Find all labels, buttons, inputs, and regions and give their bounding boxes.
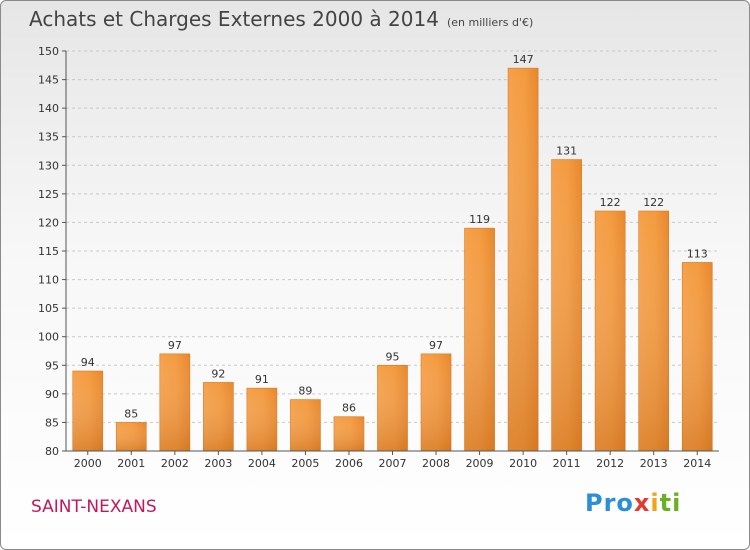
bar-value-label: 113 [687,247,708,260]
bar-value-label: 122 [600,196,621,209]
x-tick-label: 2013 [640,457,668,470]
bars-layer: 94 85 97 92 91 89 86 95 97 119 147 131 122 122 113 [72,53,713,452]
bar-value-label: 131 [556,145,577,158]
y-tick-label: 150 [38,45,59,58]
bar-value-label: 147 [513,53,534,66]
x-tick-label: 2011 [553,457,581,470]
bar-shade [464,228,495,451]
y-tick-label: 95 [45,359,59,372]
bar-shade [377,365,408,451]
bar-value-label: 94 [81,356,95,369]
y-tick-label: 140 [38,102,59,115]
bar-value-label: 85 [124,407,138,420]
bar-value-label: 97 [429,339,443,352]
town-name: SAINT-NEXANS [31,497,157,517]
bar-shade [595,211,626,451]
bar-shade [290,399,321,451]
bar-value-label: 119 [469,213,490,226]
bar-shade [508,68,539,452]
bar-value-label: 86 [342,402,356,415]
x-tick-label: 2004 [248,457,276,470]
y-tick-label: 85 [45,416,59,429]
bar-shade [682,262,713,451]
logo-part-2: x [633,489,651,517]
y-tick-label: 135 [38,131,59,144]
x-tick-label: 2009 [466,457,494,470]
x-tick-label: 2000 [74,457,102,470]
x-tick-label: 2007 [379,457,407,470]
bar-shade [159,353,190,451]
y-tick-label: 105 [38,302,59,315]
x-tick-label: 2001 [117,457,145,470]
bar-shade [421,353,452,451]
bar-shade [72,371,103,451]
y-tick-label: 115 [38,245,59,258]
logo-part-4: ti [659,489,682,517]
proxiti-logo: Proxiti [585,489,681,517]
bar-shade [203,382,234,451]
x-tick-label: 2012 [596,457,624,470]
y-tick-label: 130 [38,159,59,172]
axis-layer: 80 85 90 95 100 105 110 115 120 125 130 135 140 145 15… [38,45,719,470]
y-tick-label: 100 [38,331,59,344]
y-tick-label: 120 [38,216,59,229]
y-tick-label: 80 [45,445,59,458]
x-tick-label: 2006 [335,457,363,470]
y-tick-label: 145 [38,74,59,87]
bar-shade [116,422,147,451]
bar-value-label: 92 [211,367,225,380]
y-tick-label: 125 [38,188,59,201]
bar-shade [638,211,669,451]
chart-units: (en milliers d'€) [446,16,534,29]
bar-value-label: 122 [643,196,664,209]
y-tick-label: 90 [45,388,59,401]
logo-part-3: i [650,489,660,517]
bar-shade [551,159,582,452]
y-tick-label: 110 [38,274,59,287]
logo-part-1: Pro [585,489,634,517]
x-tick-label: 2014 [683,457,711,470]
x-tick-label: 2008 [422,457,450,470]
x-tick-label: 2002 [161,457,189,470]
bar-value-label: 89 [298,385,312,398]
bar-value-label: 91 [255,373,269,386]
bar-shade [246,388,277,451]
bar-value-label: 97 [168,339,182,352]
chart-title: Achats et Charges Externes 2000 à 2014 (e… [29,7,533,31]
x-tick-label: 2010 [509,457,537,470]
bar-value-label: 95 [386,350,400,363]
bar-shade [333,416,364,451]
chart-title-text: Achats et Charges Externes 2000 à 2014 [29,7,439,31]
x-tick-label: 2005 [291,457,319,470]
x-tick-label: 2003 [204,457,232,470]
